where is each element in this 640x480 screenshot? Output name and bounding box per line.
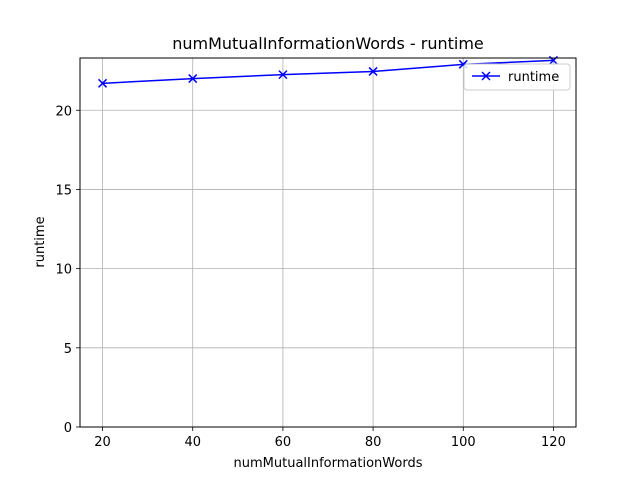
y-tick-label: 20: [55, 104, 72, 119]
x-tick-label: 120: [541, 435, 566, 450]
plot-frame: [79, 57, 577, 428]
legend-label: runtime: [508, 70, 559, 85]
data-point: [98, 78, 108, 88]
data-point: [188, 74, 198, 84]
legend: runtime: [463, 63, 571, 91]
y-axis-label: runtime: [33, 216, 48, 267]
chart-title: numMutualInformationWords - runtime: [172, 34, 484, 53]
legend-box: [463, 63, 571, 91]
legend-marker-icon: [481, 71, 491, 81]
x-tick-label: 40: [184, 435, 201, 450]
axis-ticks: 20 40 60 80 100 120 0 5 10 15 20: [55, 104, 565, 450]
y-tick-label: 0: [64, 421, 72, 436]
data-point: [278, 70, 288, 80]
y-tick-label: 5: [64, 342, 72, 357]
x-tick-label: 20: [94, 435, 111, 450]
y-tick-label: 15: [55, 183, 72, 198]
x-tick-label: 80: [365, 435, 382, 450]
data-point: [368, 66, 378, 76]
y-tick-label: 10: [55, 263, 72, 278]
x-axis-label: numMutualInformationWords: [234, 456, 423, 471]
x-tick-label: 100: [451, 435, 476, 450]
x-tick-label: 60: [275, 435, 292, 450]
grid: [80, 58, 576, 428]
